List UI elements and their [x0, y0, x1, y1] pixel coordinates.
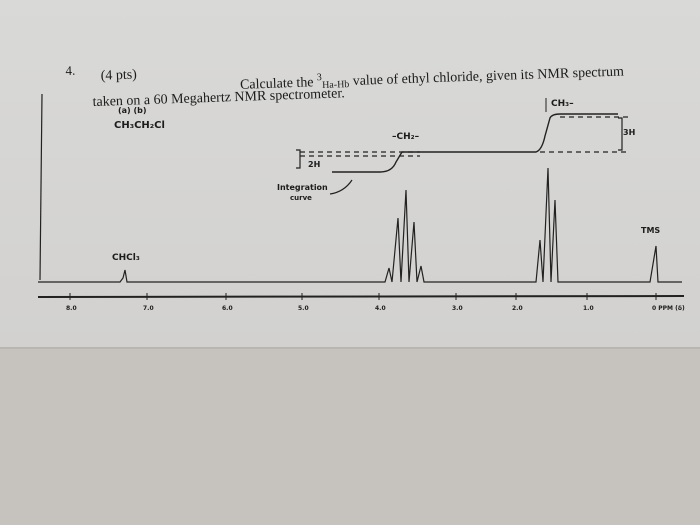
ch2-label: –CH₂– — [392, 132, 420, 142]
integration-curve — [332, 113, 618, 173]
frame — [39, 93, 43, 281]
question-number: 4. — [65, 63, 75, 78]
ppm-tick-label: 5.0 — [298, 305, 309, 312]
ch3-label: CH₃– — [551, 99, 574, 109]
integral-brackets — [296, 117, 623, 169]
ppm-tick-label: 8.0 — [66, 305, 77, 312]
paper — [0, 0, 700, 348]
ppm-tick-label: 7.0 — [143, 305, 154, 312]
proton-labels: (a) (b) — [118, 106, 147, 115]
tms-label: TMS — [641, 226, 660, 235]
integration-pointer — [329, 179, 353, 195]
ppm-tick-label: 1.0 — [583, 305, 594, 312]
ppm-tick-label: 6.0 — [222, 305, 233, 312]
spectrum-labels: (a) (b) CH₃CH₂Cl –CH₂– CH₃– 2H 3H Integr… — [112, 99, 660, 263]
chcl3-label: CHCl₃ — [112, 253, 140, 263]
superscript: 3 — [317, 72, 322, 83]
spectrum-trace — [38, 167, 682, 283]
formula: CH₃CH₂Cl — [114, 120, 165, 131]
integration-label: Integration — [277, 183, 328, 192]
integral-3h: 3H — [623, 128, 635, 137]
subscript: Ha-Hb — [322, 79, 350, 91]
ppm-tick-label: 4.0 — [375, 305, 386, 312]
ppm-tick-label: 2.0 — [512, 305, 523, 312]
text: Calculate the — [240, 75, 317, 93]
question-points: (4 pts) — [100, 67, 137, 83]
ppm-tick-label: 0 PPM (δ) — [652, 305, 685, 312]
ppm-axis — [37, 295, 685, 298]
ppm-tick-labels: 8.0 7.0 6.0 5.0 4.0 3.0 2.0 1.0 0 PPM (δ) — [66, 293, 685, 312]
integral-2h: 2H — [308, 160, 320, 169]
integration-label: curve — [290, 194, 312, 202]
desk — [0, 348, 700, 525]
spectrum-drawing — [37, 93, 685, 298]
ppm-tick-label: 3.0 — [452, 305, 463, 312]
